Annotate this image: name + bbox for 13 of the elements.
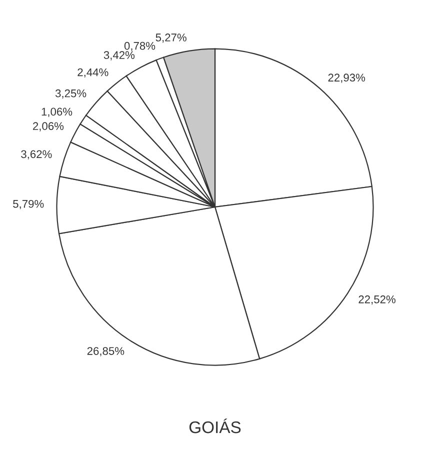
data-label: 22,52% — [358, 295, 396, 305]
text: GOIÁS — [189, 418, 241, 434]
data-label: 22,93% — [328, 74, 366, 83]
data-label: 0,78% — [124, 42, 156, 52]
data-label: 5,27% — [156, 34, 186, 43]
data-label: 3,62% — [21, 150, 52, 160]
data-label: 3,25% — [55, 89, 86, 99]
data-label: 3,42% — [104, 51, 135, 60]
data-label: 26,85% — [87, 347, 124, 356]
data-label: 1,06% — [42, 108, 72, 117]
data-label: 2,44% — [78, 68, 108, 78]
data-label: 5,79% — [13, 200, 44, 210]
data-label: 2,06% — [33, 122, 64, 132]
